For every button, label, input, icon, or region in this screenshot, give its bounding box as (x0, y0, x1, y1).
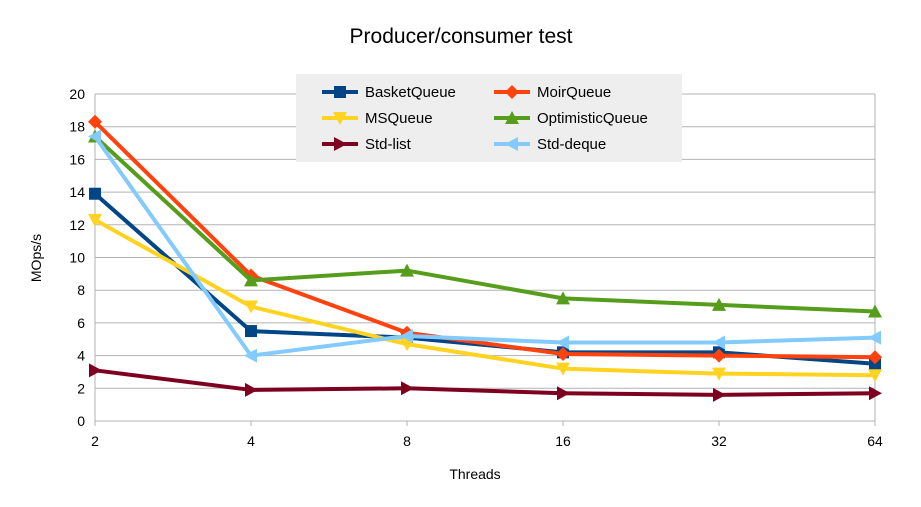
data-point (712, 297, 726, 311)
y-tick-label: 8 (77, 282, 85, 298)
x-tick-label: 32 (711, 433, 727, 449)
legend-label: MSQueue (365, 110, 433, 127)
series-line (94, 368, 876, 397)
legend-label: BasketQueue (365, 84, 456, 101)
series-line (94, 218, 876, 378)
data-point (88, 213, 102, 227)
x-tick-label: 16 (555, 433, 571, 449)
data-point (400, 263, 414, 277)
legend-item: MoirQueue (494, 84, 611, 101)
data-point (245, 325, 257, 338)
chart-title: Producer/consumer test (350, 25, 573, 48)
legend-marker (333, 112, 347, 125)
y-tick-label: 16 (69, 151, 85, 167)
y-tick-label: 20 (69, 86, 85, 102)
legend-label: OptimisticQueue (537, 110, 648, 127)
series-line (93, 135, 876, 314)
y-tick-label: 10 (69, 250, 85, 266)
data-point (556, 362, 570, 376)
legend-item: Std-list (322, 136, 412, 153)
legend-item: OptimisticQueue (494, 110, 648, 127)
legend-marker (334, 137, 347, 151)
series-std-deque (88, 129, 881, 363)
y-tick-label: 0 (77, 413, 85, 429)
y-tick-label: 2 (77, 380, 85, 396)
legend-marker (334, 86, 346, 98)
x-tick-label: 2 (91, 433, 99, 449)
data-point (400, 328, 413, 343)
data-point (712, 348, 726, 363)
data-point (244, 300, 258, 314)
series-layer (88, 114, 882, 402)
y-tick-label: 6 (77, 315, 85, 331)
data-point (556, 291, 570, 305)
y-axis-label: MOps/s (28, 234, 44, 282)
data-point (712, 335, 725, 350)
data-point (88, 129, 101, 144)
series-optimisticqueue (88, 129, 882, 318)
data-point (556, 335, 569, 350)
data-point (89, 363, 102, 378)
legend-item: MSQueue (322, 110, 433, 127)
series-line (93, 135, 876, 358)
legend-box (296, 74, 682, 162)
data-point (868, 369, 882, 383)
data-point (401, 381, 414, 396)
series-std-list (89, 363, 882, 402)
series-line (93, 120, 876, 360)
x-tick-label: 4 (247, 433, 255, 449)
data-point (869, 386, 882, 401)
data-point (556, 346, 570, 361)
legend-label: Std-list (365, 136, 412, 153)
x-tick-label: 8 (403, 433, 411, 449)
y-tick-label: 12 (69, 217, 85, 233)
x-axis-label: Threads (449, 466, 500, 482)
data-point (88, 114, 102, 129)
y-tick-label: 4 (77, 348, 85, 364)
legend-marker (505, 85, 519, 99)
data-point (712, 367, 726, 381)
data-point (89, 187, 101, 200)
legend-label: Std-deque (537, 136, 606, 153)
data-point (868, 330, 881, 345)
data-point (868, 304, 882, 318)
legend-item: Std-deque (494, 136, 606, 153)
legend-marker (505, 137, 518, 151)
legend: BasketQueue MoirQueue MSQueue OptimisticQue… (296, 74, 682, 162)
series-msqueue (88, 213, 882, 383)
legend-item: BasketQueue (322, 84, 456, 101)
x-tick-label: 64 (867, 433, 883, 449)
data-point (244, 273, 258, 287)
data-point (713, 387, 726, 402)
y-tick-label: 18 (69, 119, 85, 135)
data-point (245, 382, 258, 397)
data-point (868, 350, 882, 365)
legend-label: MoirQueue (537, 84, 611, 101)
legend-marker (505, 111, 519, 124)
data-point (557, 386, 570, 401)
data-point (244, 348, 257, 363)
y-tick-label: 14 (69, 184, 85, 200)
